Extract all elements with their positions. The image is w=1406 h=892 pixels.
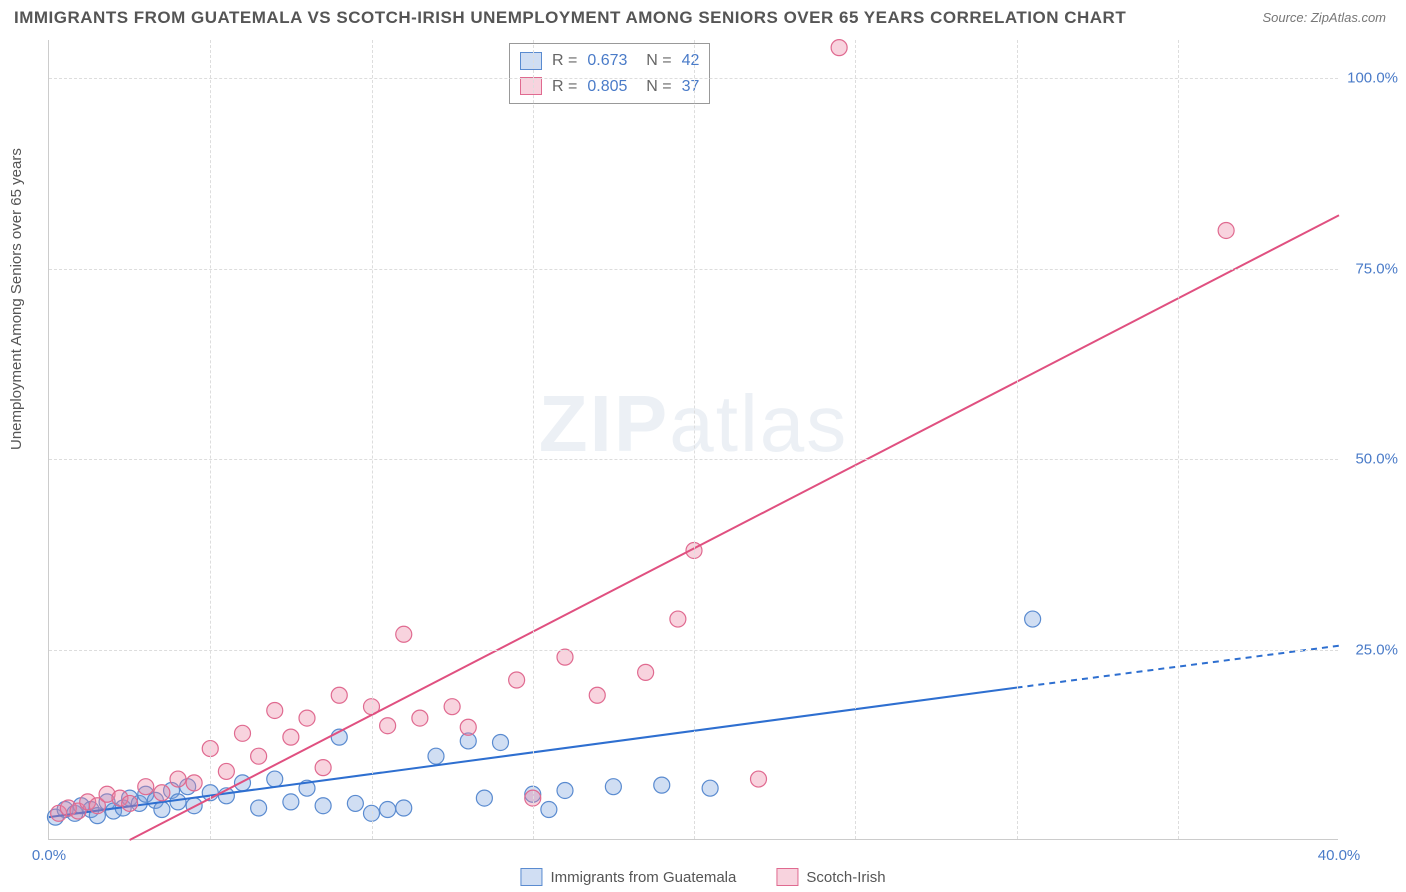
scatter-point [267, 702, 283, 718]
legend-item-series-0: Immigrants from Guatemala [520, 868, 736, 886]
scatter-point [283, 729, 299, 745]
scatter-point [557, 782, 573, 798]
plot-area: ZIPatlas R = 0.673 N = 42 R = 0.805 N = … [48, 40, 1338, 840]
scatter-point [493, 734, 509, 750]
source-attribution: Source: ZipAtlas.com [1262, 10, 1386, 25]
swatch-bottom-0 [520, 868, 542, 886]
scatter-point [428, 748, 444, 764]
scatter-point [638, 664, 654, 680]
scatter-point [751, 771, 767, 787]
scatter-point [654, 777, 670, 793]
y-tick-label: 100.0% [1347, 70, 1398, 87]
scatter-point [122, 795, 138, 811]
gridline-v [1178, 40, 1179, 839]
scatter-point [605, 779, 621, 795]
scatter-point [476, 790, 492, 806]
scatter-point [235, 725, 251, 741]
scatter-point [267, 771, 283, 787]
x-tick-label: 40.0% [1318, 847, 1361, 864]
legend-item-series-1: Scotch-Irish [776, 868, 885, 886]
scatter-point [315, 760, 331, 776]
scatter-point [557, 649, 573, 665]
gridline-v [533, 40, 534, 839]
scatter-point [509, 672, 525, 688]
scatter-point [251, 748, 267, 764]
scatter-point [444, 699, 460, 715]
scatter-point [670, 611, 686, 627]
y-axis-label: Unemployment Among Seniors over 65 years [8, 148, 25, 450]
x-tick-label: 0.0% [32, 847, 66, 864]
legend-label-0: Immigrants from Guatemala [550, 869, 736, 886]
scatter-point [347, 795, 363, 811]
scatter-point [380, 802, 396, 818]
scatter-point [251, 800, 267, 816]
scatter-point [1218, 222, 1234, 238]
scatter-point [396, 800, 412, 816]
scatter-point [154, 785, 170, 801]
gridline-v [855, 40, 856, 839]
scatter-point [154, 802, 170, 818]
scatter-point [541, 802, 557, 818]
scatter-point [331, 687, 347, 703]
trend-line [130, 215, 1339, 840]
y-tick-label: 50.0% [1355, 451, 1398, 468]
y-tick-label: 75.0% [1355, 260, 1398, 277]
scatter-point [170, 794, 186, 810]
scatter-point [702, 780, 718, 796]
scatter-point [283, 794, 299, 810]
scatter-point [831, 40, 847, 56]
swatch-bottom-1 [776, 868, 798, 886]
scatter-point [299, 710, 315, 726]
gridline-v [694, 40, 695, 839]
scatter-point [380, 718, 396, 734]
scatter-point [186, 775, 202, 791]
scatter-point [1025, 611, 1041, 627]
gridline-v [210, 40, 211, 839]
scatter-point [315, 798, 331, 814]
scatter-point [170, 771, 186, 787]
scatter-point [218, 763, 234, 779]
scatter-point [396, 626, 412, 642]
gridline-v [1017, 40, 1018, 839]
legend-label-1: Scotch-Irish [806, 869, 885, 886]
scatter-point [412, 710, 428, 726]
bottom-legend: Immigrants from Guatemala Scotch-Irish [520, 868, 885, 886]
chart-title: IMMIGRANTS FROM GUATEMALA VS SCOTCH-IRIS… [14, 8, 1126, 28]
scatter-point [138, 779, 154, 795]
gridline-v [372, 40, 373, 839]
y-tick-label: 25.0% [1355, 641, 1398, 658]
scatter-point [460, 719, 476, 735]
scatter-point [589, 687, 605, 703]
scatter-point [235, 775, 251, 791]
